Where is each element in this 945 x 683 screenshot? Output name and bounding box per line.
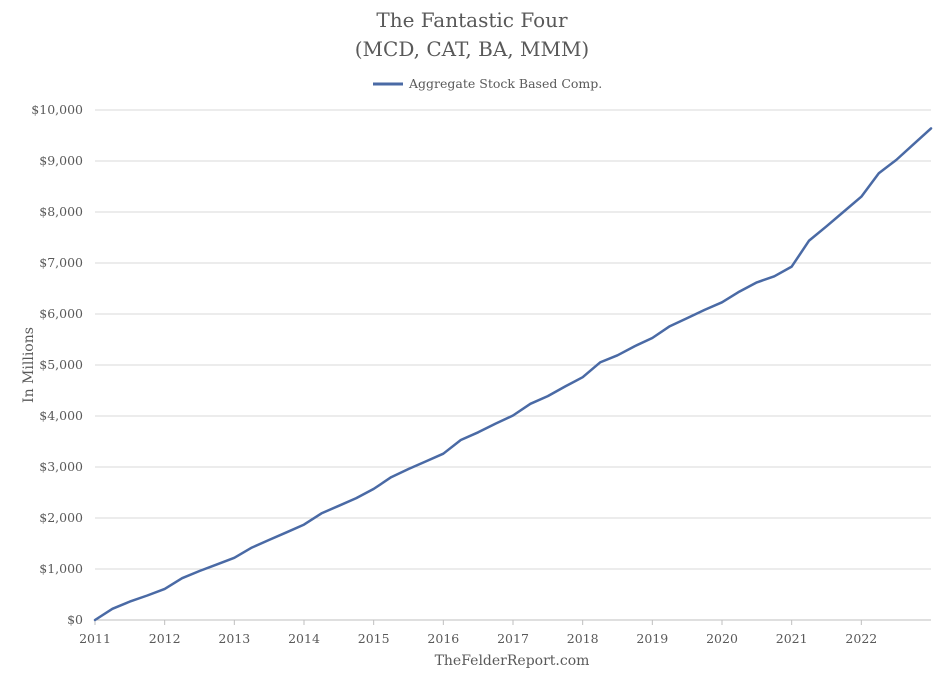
- x-tick-label: 2017: [497, 631, 529, 646]
- y-tick-label: $8,000: [39, 204, 83, 219]
- y-tick-label: $2,000: [39, 510, 83, 525]
- x-tick-label: 2015: [358, 631, 390, 646]
- x-tick-label: 2019: [636, 631, 668, 646]
- legend: Aggregate Stock Based Comp.: [373, 76, 602, 91]
- series-line-aggregate-stock-based-comp: [93, 127, 933, 622]
- chart-title: The Fantastic Four: [376, 8, 568, 32]
- x-tick-label: 2020: [706, 631, 738, 646]
- series-layer: [93, 127, 933, 622]
- x-tick-label: 2016: [427, 631, 459, 646]
- y-tick-label: $1,000: [39, 561, 83, 576]
- x-tick-label: 2011: [79, 631, 111, 646]
- y-axis-label: In Millions: [21, 327, 37, 403]
- source-credit: TheFelderReport.com: [435, 653, 590, 669]
- y-tick-label: $3,000: [39, 459, 83, 474]
- y-tick-label: $0: [67, 612, 83, 627]
- x-tick-label: 2021: [776, 631, 808, 646]
- x-axis: 2011 2012 2013 2014 2015 2016 2017 2018 2019 2020…: [79, 619, 931, 646]
- y-tick-label: $10,000: [31, 102, 83, 117]
- gridlines: [95, 109, 931, 570]
- y-tick-label: $9,000: [39, 153, 83, 168]
- x-tick-label: 2013: [218, 631, 250, 646]
- y-tick-label: $5,000: [39, 357, 83, 372]
- x-tick-label: 2014: [288, 631, 320, 646]
- y-tick-label: $6,000: [39, 306, 83, 321]
- legend-label: Aggregate Stock Based Comp.: [408, 76, 602, 91]
- x-tick-label: 2022: [845, 631, 877, 646]
- x-tick-label: 2018: [567, 631, 599, 646]
- chart-subtitle: (MCD, CAT, BA, MMM): [355, 37, 589, 61]
- y-tick-label: $7,000: [39, 255, 83, 270]
- x-tick-label: 2012: [149, 631, 181, 646]
- y-tick-label: $4,000: [39, 408, 83, 423]
- y-axis-ticks: $0 $1,000 $2,000 $3,000 $4,000 $5,000 $6,000 $7…: [31, 102, 83, 627]
